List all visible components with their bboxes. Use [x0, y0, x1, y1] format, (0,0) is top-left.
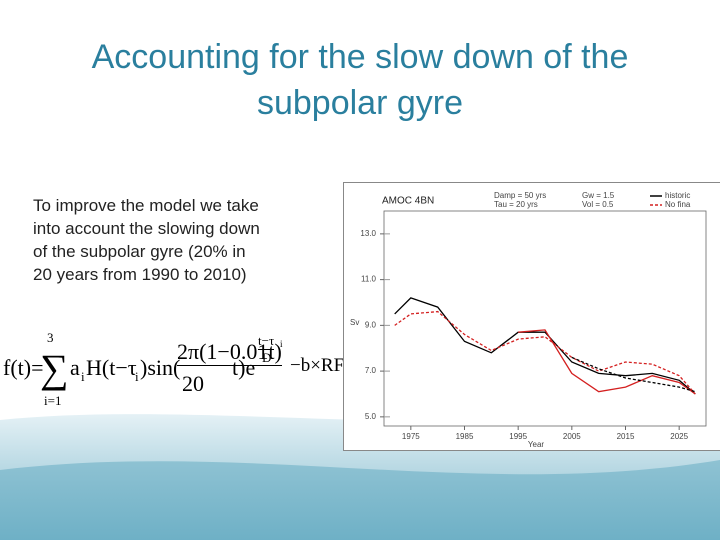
legend-label: No fina — [665, 200, 691, 209]
series-line — [394, 297, 696, 395]
formula: f(t)= 3 ∑ i=1 a i H(t−τ i )sin( 2π(1−0.0… — [0, 325, 362, 410]
body-line: into account the slowing down — [33, 219, 260, 238]
body-line: To improve the model we take — [33, 196, 259, 215]
formula-part: ∑ — [40, 346, 69, 391]
formula-part: f(t)= — [3, 355, 44, 380]
x-tick-label: 2025 — [670, 432, 688, 441]
series-line — [571, 356, 696, 393]
y-tick-label: 11.0 — [361, 275, 377, 284]
formula-part: 20 — [182, 371, 204, 396]
y-axis-label: Sv — [350, 318, 359, 327]
formula-part: a — [70, 355, 80, 380]
y-tick-label: 9.0 — [365, 320, 377, 329]
formula-part: 2π(1−0.01t) — [177, 339, 282, 366]
x-tick-label: 2015 — [617, 432, 635, 441]
y-tick-label: 5.0 — [365, 412, 377, 421]
body-text: To improve the model we take into accoun… — [33, 194, 323, 286]
title: Accounting for the slow down of the — [91, 38, 629, 76]
annotation: Damp = 50 yrs — [494, 191, 546, 200]
formula-part: i — [81, 369, 85, 384]
formula-part: i=1 — [44, 393, 62, 408]
formula-part: i — [135, 369, 139, 384]
legend-label: historic — [665, 191, 690, 200]
annotation: Gw = 1.5 — [582, 191, 615, 200]
wave — [0, 460, 720, 540]
annotation: Tau = 20 yrs — [494, 200, 538, 209]
annotation: Vol = 0.5 — [582, 200, 614, 209]
x-tick-label: 1985 — [456, 432, 474, 441]
y-tick-label: 7.0 — [365, 366, 377, 375]
chart: AMOC 4BN Damp = 50 yrs Tau = 20 yrs Gw =… — [343, 182, 720, 451]
formula-part: H(t−τ — [86, 355, 137, 380]
x-axis-label: Year — [528, 440, 545, 449]
y-tick-label: 13.0 — [360, 229, 376, 238]
formula-part: t−τ — [258, 333, 275, 350]
formula-part: 3 — [47, 330, 54, 345]
formula-part: D — [262, 350, 272, 365]
title: subpolar gyre — [256, 84, 463, 122]
formula-part: t)e — [232, 355, 256, 380]
body-line: of the subpolar gyre (20% in — [33, 242, 246, 261]
body-line: 20 years from 1990 to 2010) — [33, 265, 247, 284]
x-tick-label: 1975 — [402, 432, 420, 441]
series-line — [394, 310, 696, 395]
formula-part: i — [280, 339, 283, 349]
plot-frame — [383, 210, 707, 427]
chart-title: AMOC 4BN — [382, 196, 434, 207]
x-tick-label: 2005 — [563, 432, 581, 441]
x-tick-label: 1995 — [509, 432, 527, 441]
formula-part: )sin( — [140, 355, 181, 380]
series-line — [518, 329, 696, 395]
